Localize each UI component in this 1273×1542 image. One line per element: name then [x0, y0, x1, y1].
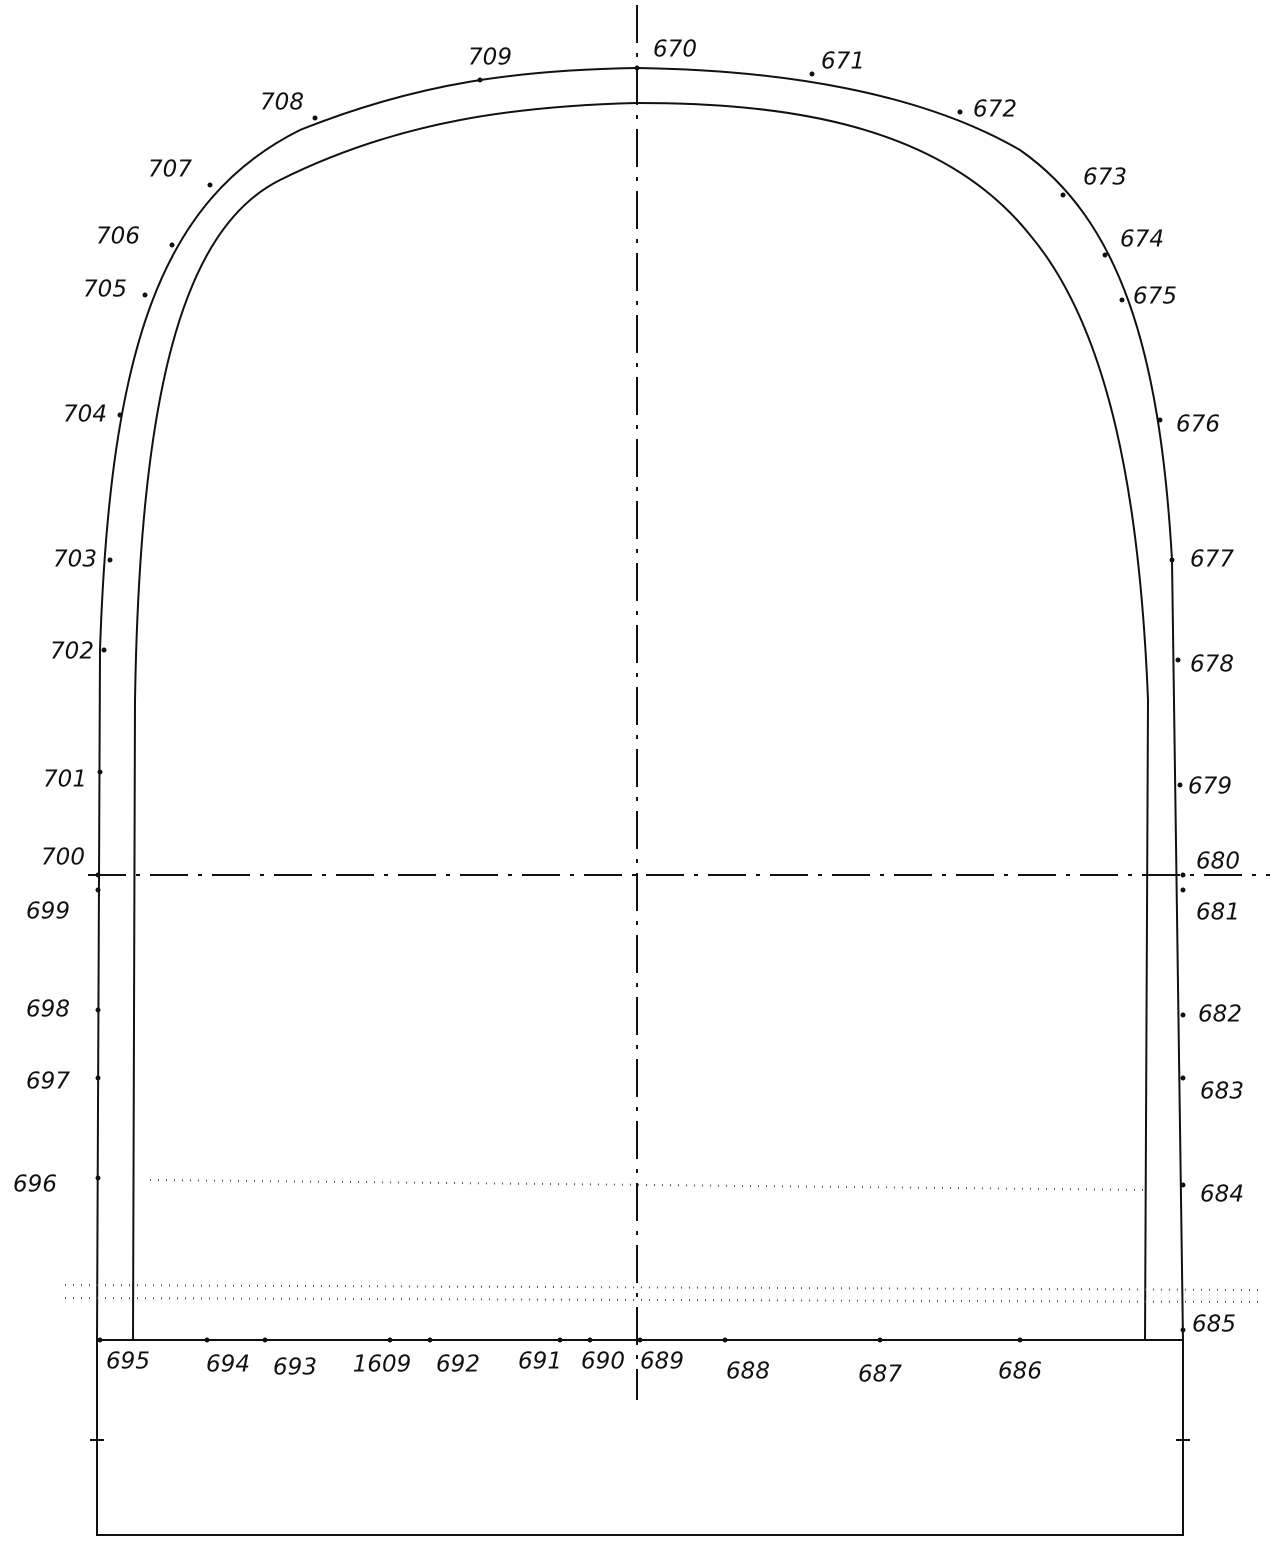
station-tick: [1017, 1337, 1023, 1343]
station-tick: [95, 1075, 101, 1081]
station-labels: 670 671 672 673 674 675 676 677 678 679 680 681 682 6…: [13, 37, 1244, 1388]
station-label: 684: [1200, 1182, 1244, 1208]
station-label: 699: [26, 899, 70, 925]
station-label: 678: [1190, 652, 1234, 678]
station-label: 709: [468, 45, 512, 71]
station-label: 679: [1188, 774, 1232, 800]
station-label: 670: [653, 37, 697, 63]
station-tick: [587, 1337, 593, 1343]
station-tick: [722, 1337, 728, 1343]
dotted-band: [64, 1179, 1266, 1303]
station-tick: [1119, 297, 1125, 303]
station-tick: [427, 1337, 433, 1343]
outer-profile: [96, 66, 1184, 1341]
inner-profile: [132, 101, 1150, 1341]
station-tick: [142, 292, 148, 298]
station-tick: [1060, 192, 1066, 198]
station-label: 697: [26, 1069, 70, 1095]
station-tick: [1180, 1327, 1186, 1333]
station-label: 705: [83, 277, 127, 303]
station-label: 694: [206, 1352, 250, 1378]
station-label: 698: [26, 997, 70, 1023]
station-label: 687: [858, 1362, 902, 1388]
station-tick: [95, 1175, 101, 1181]
station-label: 676: [1176, 412, 1220, 438]
station-label: 690: [581, 1349, 625, 1375]
station-label: 701: [43, 767, 87, 793]
station-label: 706: [96, 224, 140, 250]
station-label: 689: [640, 1349, 684, 1375]
station-tick: [1180, 1075, 1186, 1081]
station-label: 680: [1196, 849, 1240, 875]
station-label: 707: [148, 157, 192, 183]
station-label: 702: [50, 639, 94, 665]
station-label: 673: [1083, 165, 1127, 191]
station-label: 708: [260, 90, 304, 116]
station-label: 692: [436, 1352, 480, 1378]
station-label: 693: [273, 1355, 317, 1381]
station-label: 695: [106, 1349, 150, 1375]
station-label: 675: [1133, 284, 1177, 310]
station-tick: [117, 412, 123, 418]
station-tick: [312, 115, 318, 121]
station-tick: [1180, 1012, 1186, 1018]
station-tick: [1180, 1182, 1186, 1188]
station-tick: [1175, 657, 1181, 663]
station-tick: [101, 647, 107, 653]
station-label: 703: [53, 547, 97, 573]
station-tick: [957, 109, 963, 115]
station-tick: [95, 1007, 101, 1013]
station-tick: [207, 182, 213, 188]
station-label: 700: [41, 845, 85, 871]
station-label: 704: [63, 402, 107, 428]
station-tick: [1157, 417, 1163, 423]
station-label: 672: [973, 97, 1017, 123]
station-tick: [634, 65, 640, 71]
station-label: 688: [726, 1359, 770, 1385]
station-tick: [1180, 887, 1186, 893]
station-label: 671: [821, 49, 865, 75]
station-tick: [95, 872, 101, 878]
station-tick: [169, 242, 175, 248]
station-label: 677: [1190, 547, 1234, 573]
station-tick: [1177, 782, 1183, 788]
station-label: 674: [1120, 227, 1164, 253]
station-label: 683: [1200, 1079, 1244, 1105]
station-tick: [557, 1337, 563, 1343]
station-label: 682: [1198, 1002, 1242, 1028]
station-tick: [97, 1337, 103, 1343]
station-tick: [1169, 557, 1175, 563]
station-label: 685: [1192, 1312, 1236, 1338]
station-tick: [1180, 872, 1186, 878]
station-label: 681: [1196, 900, 1240, 926]
station-tick: [97, 769, 103, 775]
station-tick: [387, 1337, 393, 1343]
station-tick: [95, 887, 101, 893]
station-tick: [107, 557, 113, 563]
station-tick: [204, 1337, 210, 1343]
station-label: 686: [998, 1359, 1042, 1385]
station-tick: [1102, 252, 1108, 258]
station-label: 1609: [353, 1352, 412, 1378]
station-tick: [477, 77, 483, 83]
station-tick: [262, 1337, 268, 1343]
station-tick: [877, 1337, 883, 1343]
station-label: 691: [518, 1349, 562, 1375]
station-tick: [809, 71, 815, 77]
station-tick: [637, 1337, 643, 1343]
station-label: 696: [13, 1172, 57, 1198]
